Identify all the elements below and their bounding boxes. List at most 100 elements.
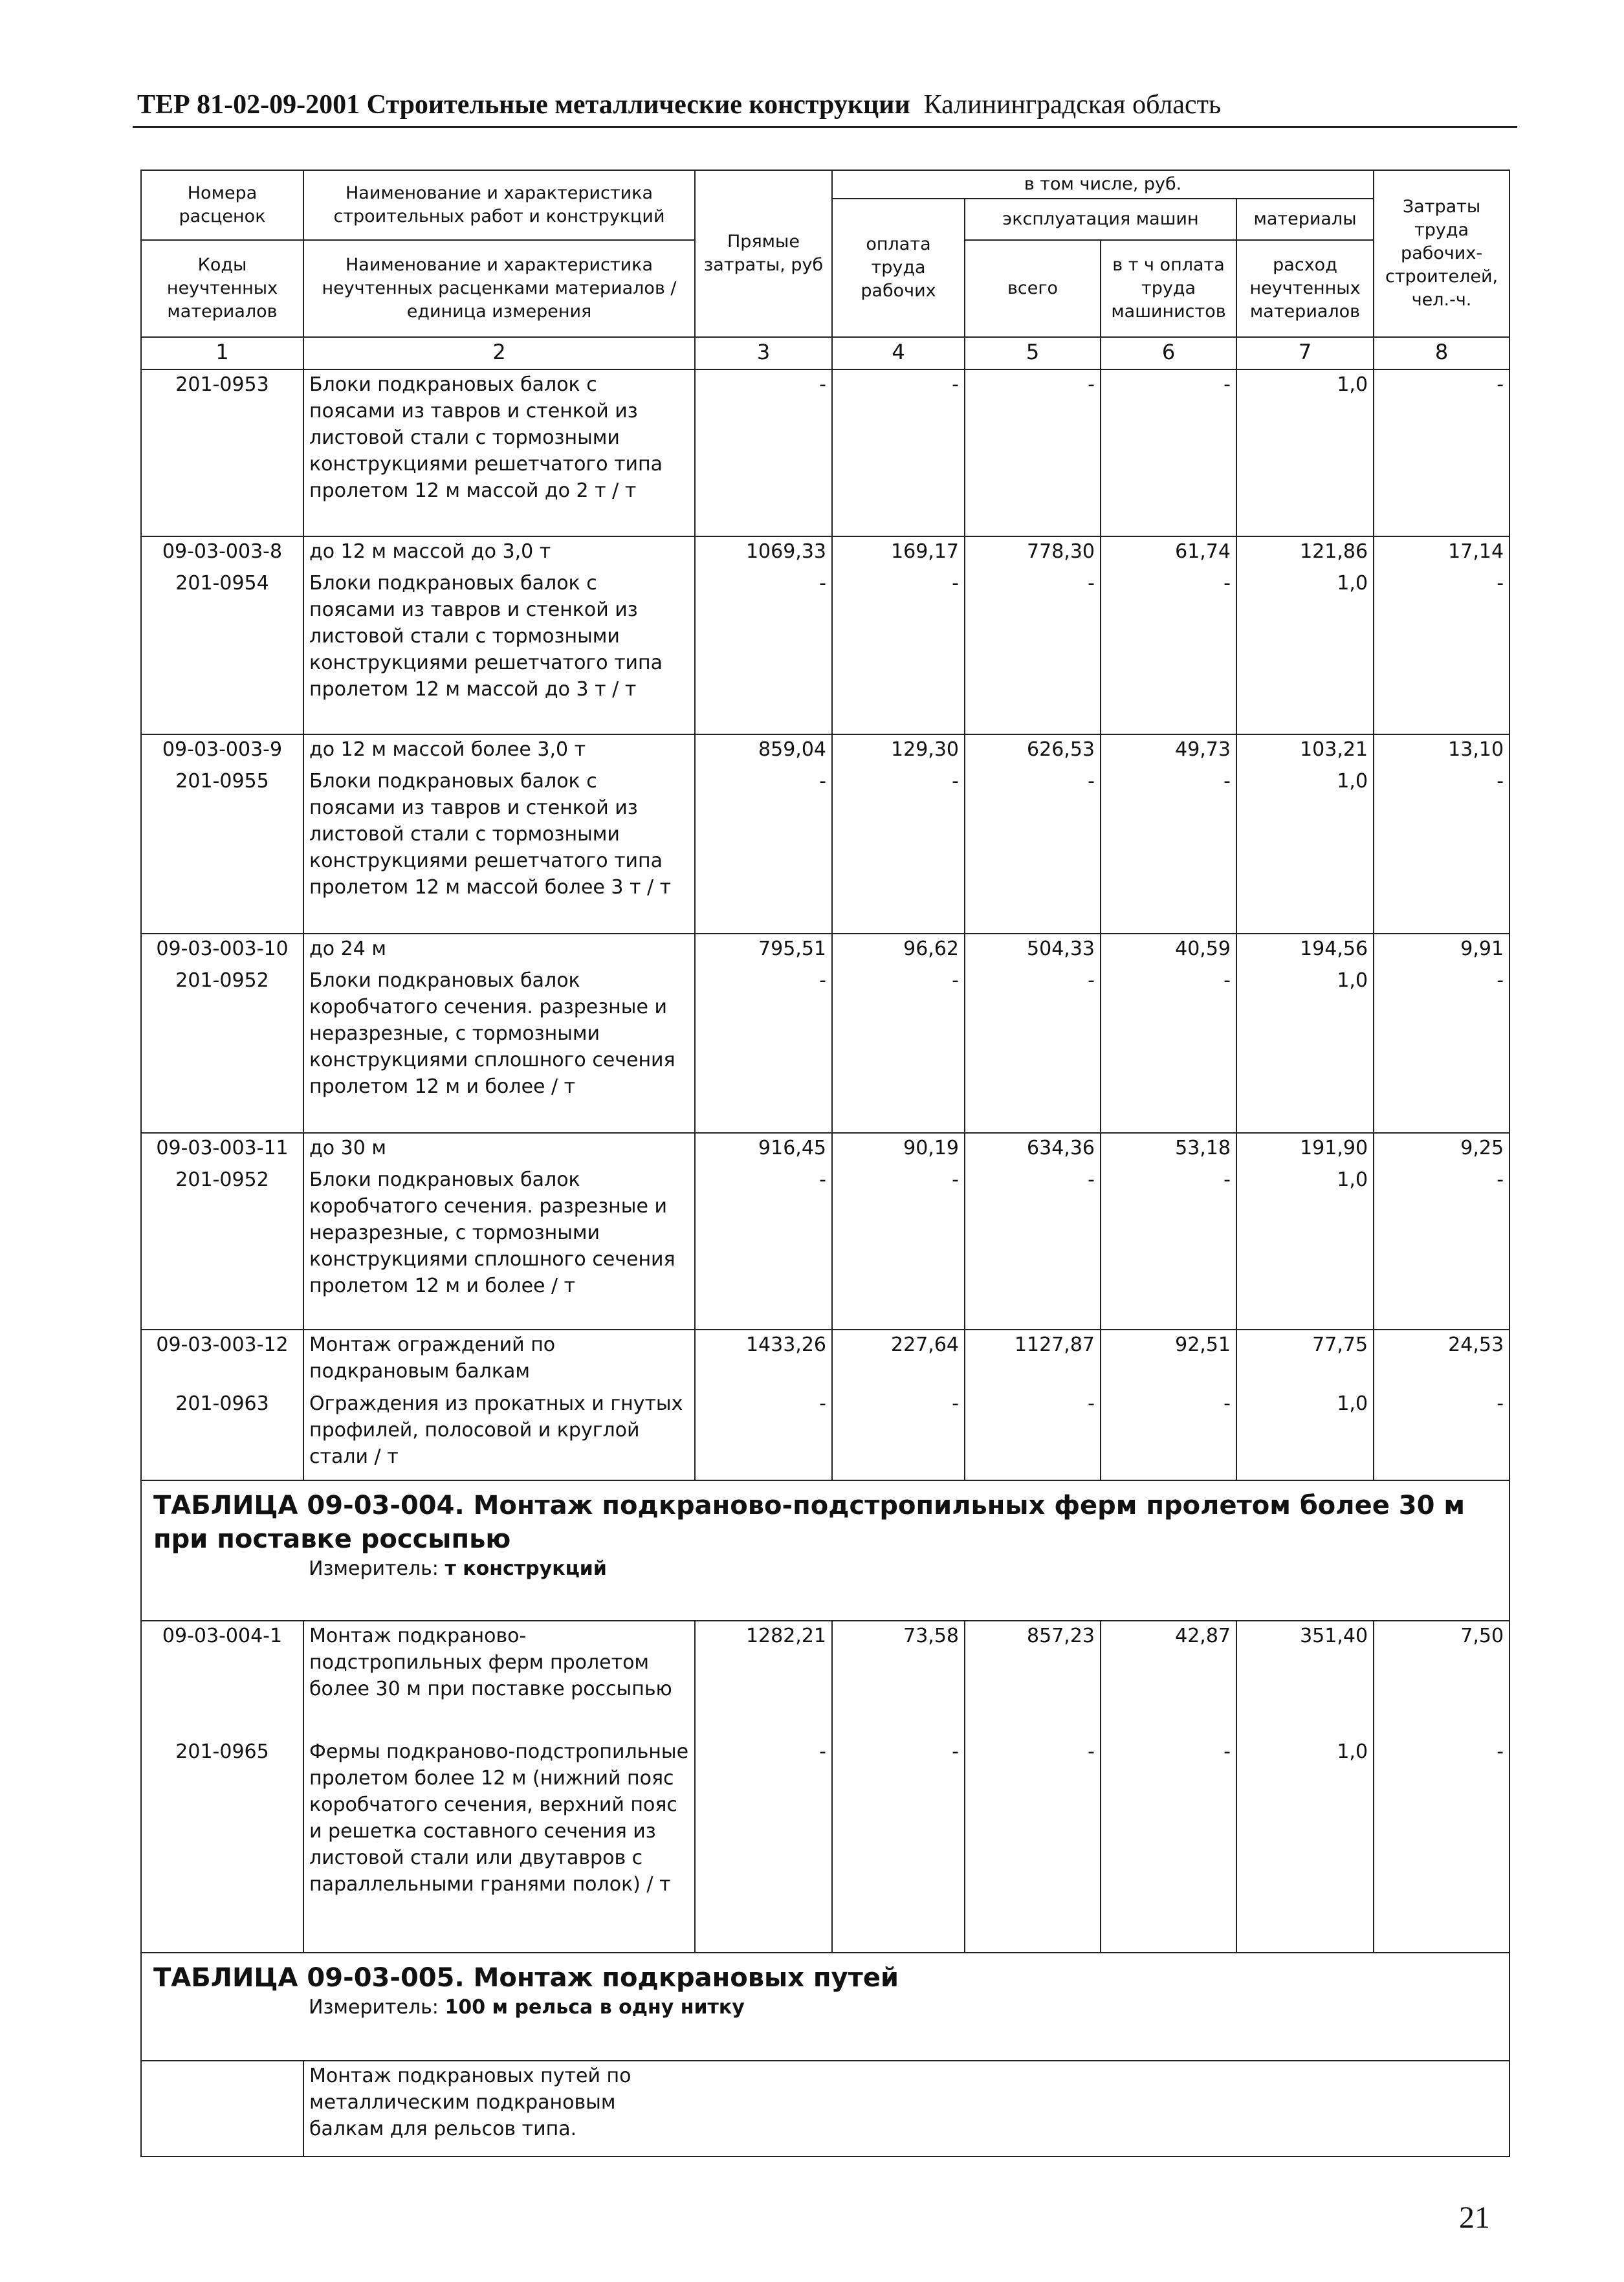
rate-row: 09-03-003-8 до 12 м массой до 3,0 т 1069,3…	[140, 536, 1511, 569]
material-row: 201-0952 Блоки подкрановых балок коробчат…	[140, 966, 1511, 1134]
measure-value: 100 м рельса в одну нитку	[444, 1996, 745, 2019]
header-material-codes: Коды неучтенных материалов	[140, 239, 304, 338]
rate-description: до 30 м	[303, 1132, 696, 1165]
rate-value: 857,23	[964, 1620, 1101, 1737]
material-value: -	[964, 569, 1101, 735]
page-number: 21	[1459, 2200, 1490, 2235]
material-value: 1,0	[1235, 1165, 1375, 1330]
material-value: -	[831, 1737, 965, 1953]
rate-value: 169,17	[831, 536, 965, 569]
document-region: Калининградская область	[923, 90, 1222, 120]
group-description-text: Монтаж подкрановых путей по металлически…	[309, 2065, 631, 2140]
material-value: 1,0	[1235, 369, 1375, 537]
material-description: Ограждения из прокатных и гнутых профиле…	[303, 1389, 696, 1481]
material-code: 201-0952	[140, 1165, 304, 1330]
material-value: 1,0	[1235, 1389, 1375, 1481]
material-value: -	[964, 1737, 1101, 1953]
rate-value: 129,30	[831, 734, 965, 767]
rate-value: 42,87	[1100, 1620, 1237, 1737]
column-number: 8	[1373, 336, 1511, 370]
material-row: 201-0963 Ограждения из прокатных и гнутых…	[140, 1389, 1511, 1481]
material-value: -	[831, 767, 965, 934]
rate-value: 859,04	[694, 734, 833, 767]
material-value: -	[1100, 1165, 1237, 1330]
material-value: -	[831, 966, 965, 1134]
rate-value: 795,51	[694, 933, 833, 966]
rate-value: 778,30	[964, 536, 1101, 569]
material-code: 201-0952	[140, 966, 304, 1134]
header-labor-costs: Затраты труда рабочих-строителей, чел.-ч…	[1373, 170, 1511, 338]
rate-value: 53,18	[1100, 1132, 1237, 1165]
material-value: -	[1100, 1389, 1237, 1481]
rate-description: Монтаж подкраново-подстропильных ферм пр…	[303, 1620, 696, 1737]
document-code: ТЕР 81-02-09-2001	[137, 90, 360, 120]
header-including: в том числе, руб.	[831, 170, 1375, 199]
rate-value: 24,53	[1373, 1329, 1511, 1389]
material-description: Фермы подкраново-подстропильные пролетом…	[303, 1737, 696, 1953]
rate-description: Монтаж ограждений по подкрановым балкам	[303, 1329, 696, 1389]
rates-table: Номера расценок Наименование и характери…	[140, 170, 1511, 2157]
material-value: -	[1373, 369, 1511, 537]
material-code: 201-0954	[140, 569, 304, 735]
material-value: -	[1373, 767, 1511, 934]
rate-value: 92,51	[1100, 1329, 1237, 1389]
rate-code: 09-03-003-11	[140, 1132, 304, 1165]
rate-description: до 12 м массой до 3,0 т	[303, 536, 696, 569]
material-value: -	[694, 1389, 833, 1481]
material-value: -	[694, 767, 833, 934]
rate-value: 103,21	[1235, 734, 1375, 767]
rate-value: 13,10	[1373, 734, 1511, 767]
material-description: Блоки подкрановых балок коробчатого сече…	[303, 1165, 696, 1330]
rate-code: 09-03-003-10	[140, 933, 304, 966]
material-value: 1,0	[1235, 767, 1375, 934]
rate-value: 9,91	[1373, 933, 1511, 966]
material-value: 1,0	[1235, 1737, 1375, 1953]
material-description: Блоки подкрановых балок коробчатого сече…	[303, 966, 696, 1134]
rate-value: 77,75	[1235, 1329, 1375, 1389]
material-value: -	[1100, 767, 1237, 934]
header-materials: материалы	[1235, 198, 1375, 241]
column-number: 7	[1235, 336, 1375, 370]
material-value: -	[1373, 569, 1511, 735]
rate-value: 61,74	[1100, 536, 1237, 569]
material-value: -	[1373, 966, 1511, 1134]
material-value: -	[1373, 1165, 1511, 1330]
rate-row: 09-03-004-1 Монтаж подкраново-подстропиль…	[140, 1620, 1511, 1737]
section-measure: Измеритель: т конструкций	[153, 1556, 1498, 1582]
rate-value: 1069,33	[694, 536, 833, 569]
rate-row: 09-03-003-12 Монтаж ограждений по подкран…	[140, 1329, 1511, 1389]
header-work-name: Наименование и характеристика строительн…	[303, 170, 696, 241]
material-row: 201-0952 Блоки подкрановых балок коробчат…	[140, 1165, 1511, 1330]
rate-value: 504,33	[964, 933, 1101, 966]
header-machinist-pay: в т ч оплата труда машинистов	[1100, 239, 1237, 338]
material-value: -	[694, 966, 833, 1134]
section-cell: ТАБЛИЦА 09-03-004. Монтаж подкраново-под…	[140, 1480, 1511, 1621]
rate-description: до 24 м	[303, 933, 696, 966]
material-description: Блоки подкрановых балок с поясами из тав…	[303, 767, 696, 934]
material-value: -	[1373, 1389, 1511, 1481]
material-description: Блоки подкрановых балок с поясами из тав…	[303, 369, 696, 537]
material-value: -	[964, 369, 1101, 537]
column-number: 6	[1100, 336, 1237, 370]
rate-value: 916,45	[694, 1132, 833, 1165]
header-labor-pay: оплата труда рабочих	[831, 198, 965, 338]
table-body: 201-0953 Блоки подкрановых балок с поясам…	[140, 369, 1511, 2157]
rate-value: 9,25	[1373, 1132, 1511, 1165]
rate-value: 227,64	[831, 1329, 965, 1389]
material-value: -	[694, 369, 833, 537]
table-section-heading: ТАБЛИЦА 09-03-005. Монтаж подкрановых пу…	[140, 1952, 1511, 2061]
material-code: 201-0963	[140, 1389, 304, 1481]
rate-value: 634,36	[964, 1132, 1101, 1165]
rate-row: 09-03-003-10 до 24 м 795,51 96,62 504,33 40,5…	[140, 933, 1511, 966]
material-value: -	[1100, 966, 1237, 1134]
rate-value: 73,58	[831, 1620, 965, 1737]
material-value: 1,0	[1235, 966, 1375, 1134]
section-title: ТАБЛИЦА 09-03-004. Монтаж подкраново-под…	[153, 1491, 1465, 1554]
rate-value: 1127,87	[964, 1329, 1101, 1389]
material-code: 201-0953	[140, 369, 304, 537]
material-value: -	[831, 369, 965, 537]
header-rate-numbers: Номера расценок	[140, 170, 304, 241]
rate-value: 194,56	[1235, 933, 1375, 966]
header-direct-costs: Прямые затраты, руб	[694, 170, 833, 338]
material-value: -	[1373, 1737, 1511, 1953]
